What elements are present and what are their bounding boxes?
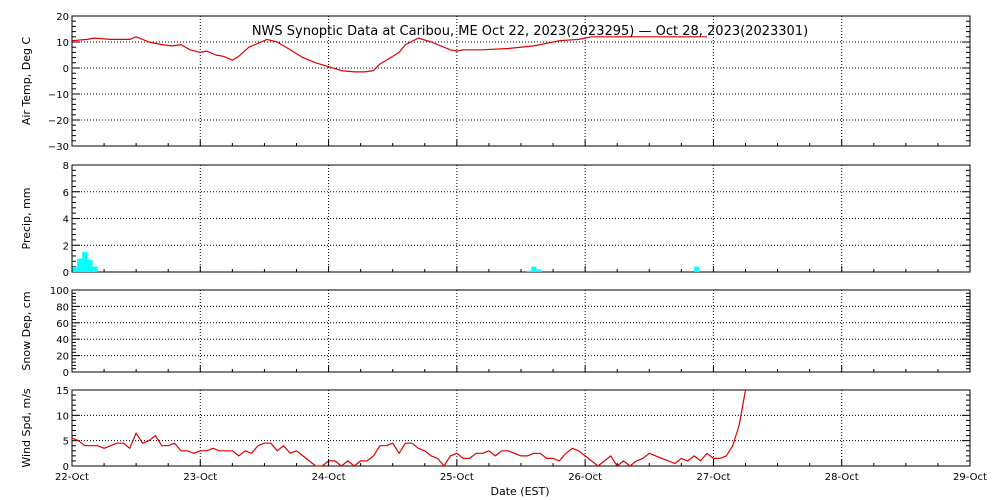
wind-speed-series-line — [71, 389, 747, 467]
precip-ylabel: Precip, mm — [20, 188, 33, 250]
precip-bar — [82, 251, 88, 272]
precip-ytick-label: 8 — [63, 161, 69, 172]
x-axis-title: Date (EST) — [490, 485, 549, 498]
snow-depth-ytick-label: 20 — [56, 352, 69, 363]
x-tick-label: 22-Oct — [55, 472, 89, 483]
snow-depth-ytick-label: 0 — [63, 368, 69, 379]
precip-bar — [531, 266, 537, 272]
x-tick-label: 25-Oct — [440, 472, 474, 483]
air-temp-ytick-label: −10 — [48, 90, 69, 101]
wind-speed-ytick-label: 15 — [56, 386, 69, 397]
wind-speed-ytick-label: 0 — [63, 462, 69, 473]
snow-depth-frame — [71, 289, 971, 373]
precip-panel: 0 2 4 6 8 Precip, mm — [20, 161, 971, 279]
x-tick-label: 27-Oct — [696, 472, 730, 483]
snow-depth-ytick-label: 100 — [50, 286, 69, 297]
wind-speed-ylabel: Wind Spd, m/s — [20, 388, 33, 468]
precip-ytick-label: 4 — [63, 215, 69, 226]
air-temp-series-line — [71, 36, 707, 73]
x-tick-label: 24-Oct — [312, 472, 346, 483]
wind-speed-panel: 0 5 10 15 Wind Spd, m/s — [20, 386, 971, 473]
air-temp-ytick-label: 10 — [56, 38, 69, 49]
snow-depth-ytick-label: 60 — [56, 319, 69, 330]
wind-speed-frame — [71, 389, 971, 467]
precip-bar — [72, 266, 78, 272]
wind-speed-ytick-label: 10 — [56, 411, 69, 422]
chart-title: NWS Synoptic Data at Caribou, ME Oct 22,… — [252, 24, 808, 39]
air-temp-ytick-label: −30 — [48, 142, 69, 153]
wind-speed-ytick-label: 5 — [63, 437, 69, 448]
snow-depth-panel: 0 20 40 60 80 100 Snow Dep, cm — [20, 286, 971, 379]
air-temp-ytick-label: 20 — [56, 12, 69, 23]
snow-depth-ylabel: Snow Dep, cm — [20, 291, 33, 370]
precip-bar — [536, 269, 542, 272]
precip-bar — [526, 270, 532, 272]
precip-bar — [694, 266, 700, 272]
precip-ytick-label: 2 — [63, 241, 69, 252]
air-temp-ytick-label: 0 — [63, 64, 69, 75]
precip-frame — [71, 164, 971, 273]
x-tick-label: 26-Oct — [568, 472, 602, 483]
snow-depth-ytick-label: 40 — [56, 335, 69, 346]
air-temp-ytick-label: −20 — [48, 116, 69, 127]
x-tick-label: 28-Oct — [825, 472, 859, 483]
x-tick-label: 23-Oct — [183, 472, 217, 483]
precip-ytick-label: 6 — [63, 188, 69, 199]
precip-bar — [92, 266, 98, 272]
precip-bar — [87, 259, 93, 272]
precip-bar — [77, 258, 83, 272]
x-tick-label: 29-Oct — [953, 472, 987, 483]
precip-ytick-label: 0 — [63, 268, 69, 279]
snow-depth-ytick-label: 80 — [56, 302, 69, 313]
air-temp-panel: −30 −20 −10 0 10 20 Air Temp, Deg C — [20, 12, 971, 153]
air-temp-ylabel: Air Temp, Deg C — [20, 37, 33, 126]
